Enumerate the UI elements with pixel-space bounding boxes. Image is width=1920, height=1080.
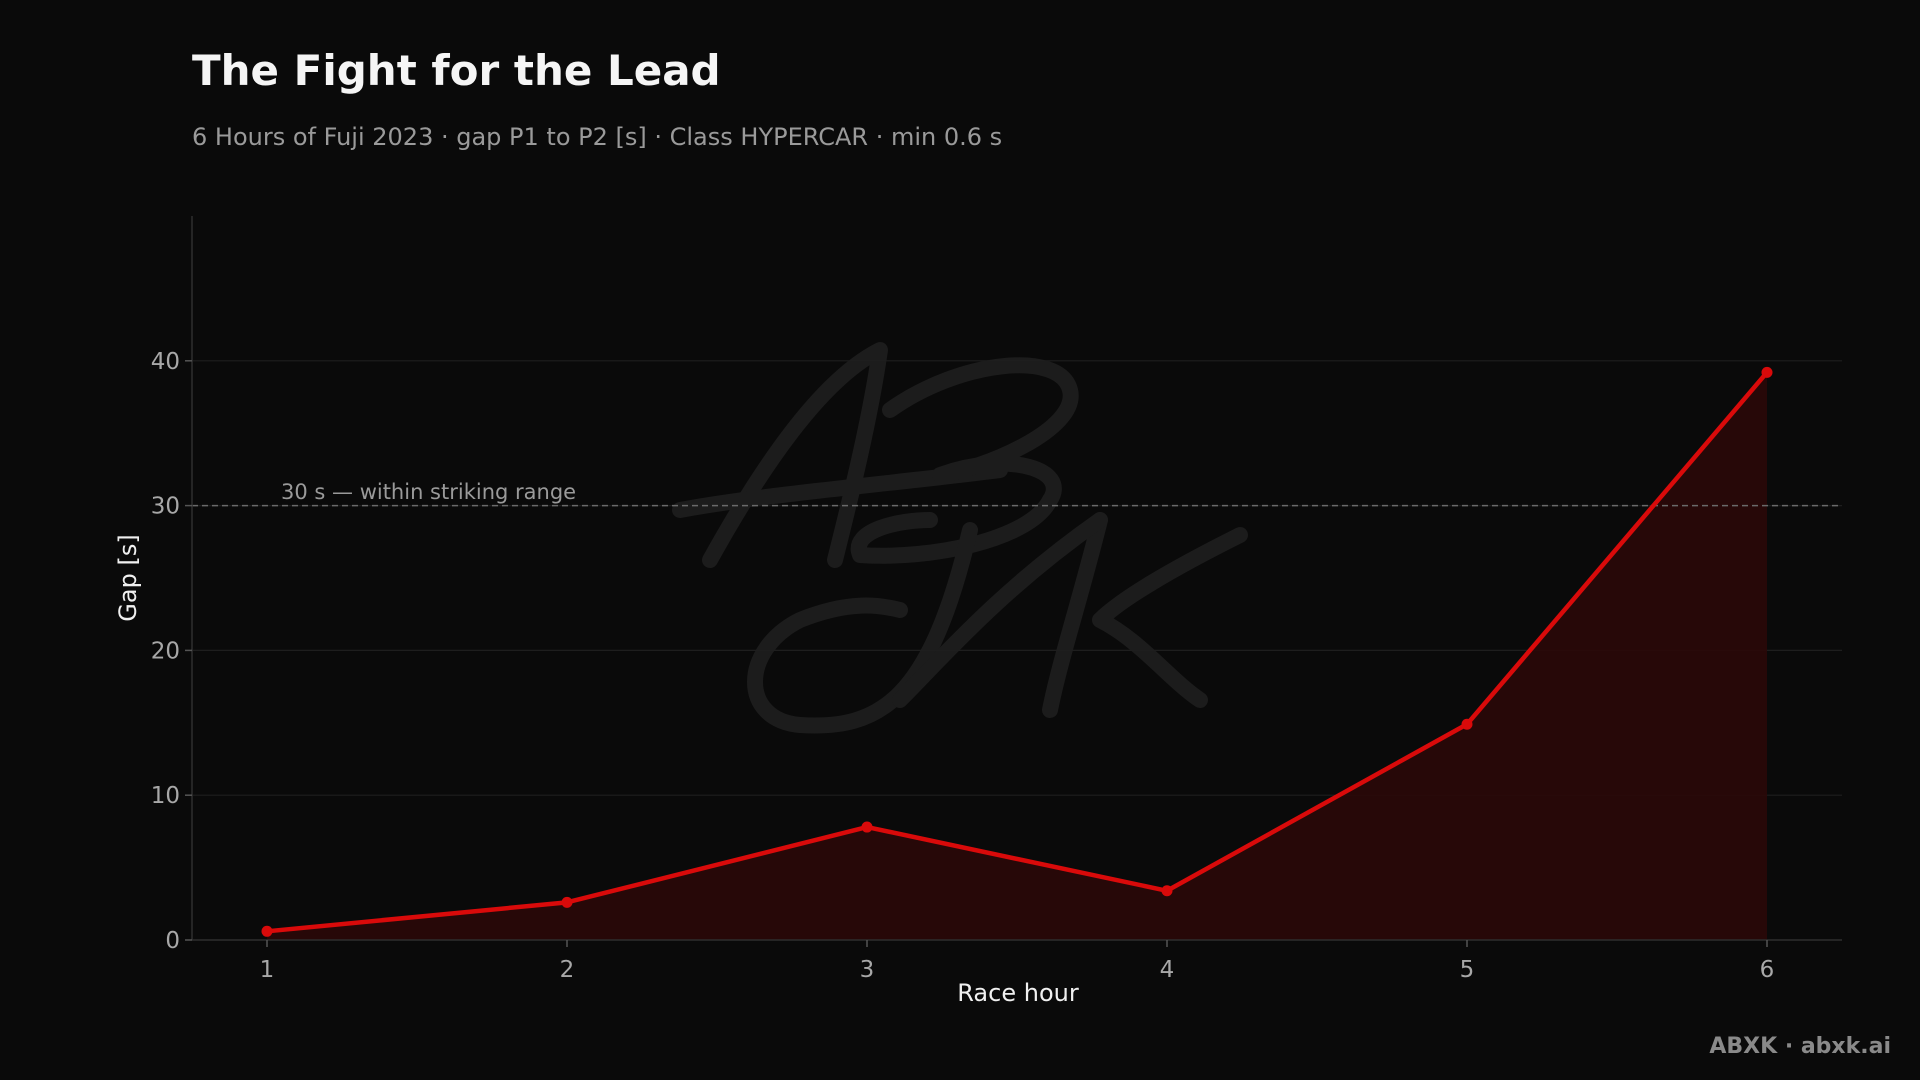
x-tick-label-2: 2 (560, 957, 575, 983)
x-tick-label-6: 6 (1760, 957, 1775, 983)
data-point-3 (861, 821, 873, 833)
fill-layer (267, 372, 1767, 940)
tick-label-layer: 0 10 20 30 40 1 2 3 4 5 6 (151, 349, 1775, 983)
line-layer (264, 370, 1770, 934)
x-axis-label: Race hour (957, 979, 1079, 1007)
data-point-4 (1161, 885, 1173, 897)
data-point-2 (561, 896, 573, 908)
axis-layer (185, 216, 1842, 947)
x-tick-label-4: 4 (1160, 957, 1175, 983)
data-point-6 (1761, 366, 1773, 378)
data-point-1 (261, 925, 273, 937)
data-point-5 (1461, 718, 1473, 730)
point-layer (261, 366, 1773, 937)
y-axis-label: Gap [s] (114, 534, 142, 621)
x-tick-label-3: 3 (860, 957, 875, 983)
series-line (264, 370, 1770, 934)
y-tick-label-10: 10 (151, 783, 180, 809)
chart-title: The Fight for the Lead (192, 46, 721, 95)
y-tick-label-30: 30 (151, 494, 180, 520)
credit-text: ABXK · abxk.ai (1709, 1034, 1891, 1059)
area-fill (267, 372, 1767, 940)
reference-line-label: 30 s — within striking range (281, 480, 576, 504)
y-tick-label-0: 0 (165, 928, 180, 954)
x-tick-label-5: 5 (1460, 957, 1475, 983)
x-tick-label-1: 1 (260, 957, 275, 983)
watermark-signature (672, 342, 1248, 734)
y-tick-label-20: 20 (151, 638, 180, 664)
y-tick-label-40: 40 (151, 349, 180, 375)
chart-subtitle: 6 Hours of Fuji 2023 · gap P1 to P2 [s] … (192, 123, 1002, 151)
